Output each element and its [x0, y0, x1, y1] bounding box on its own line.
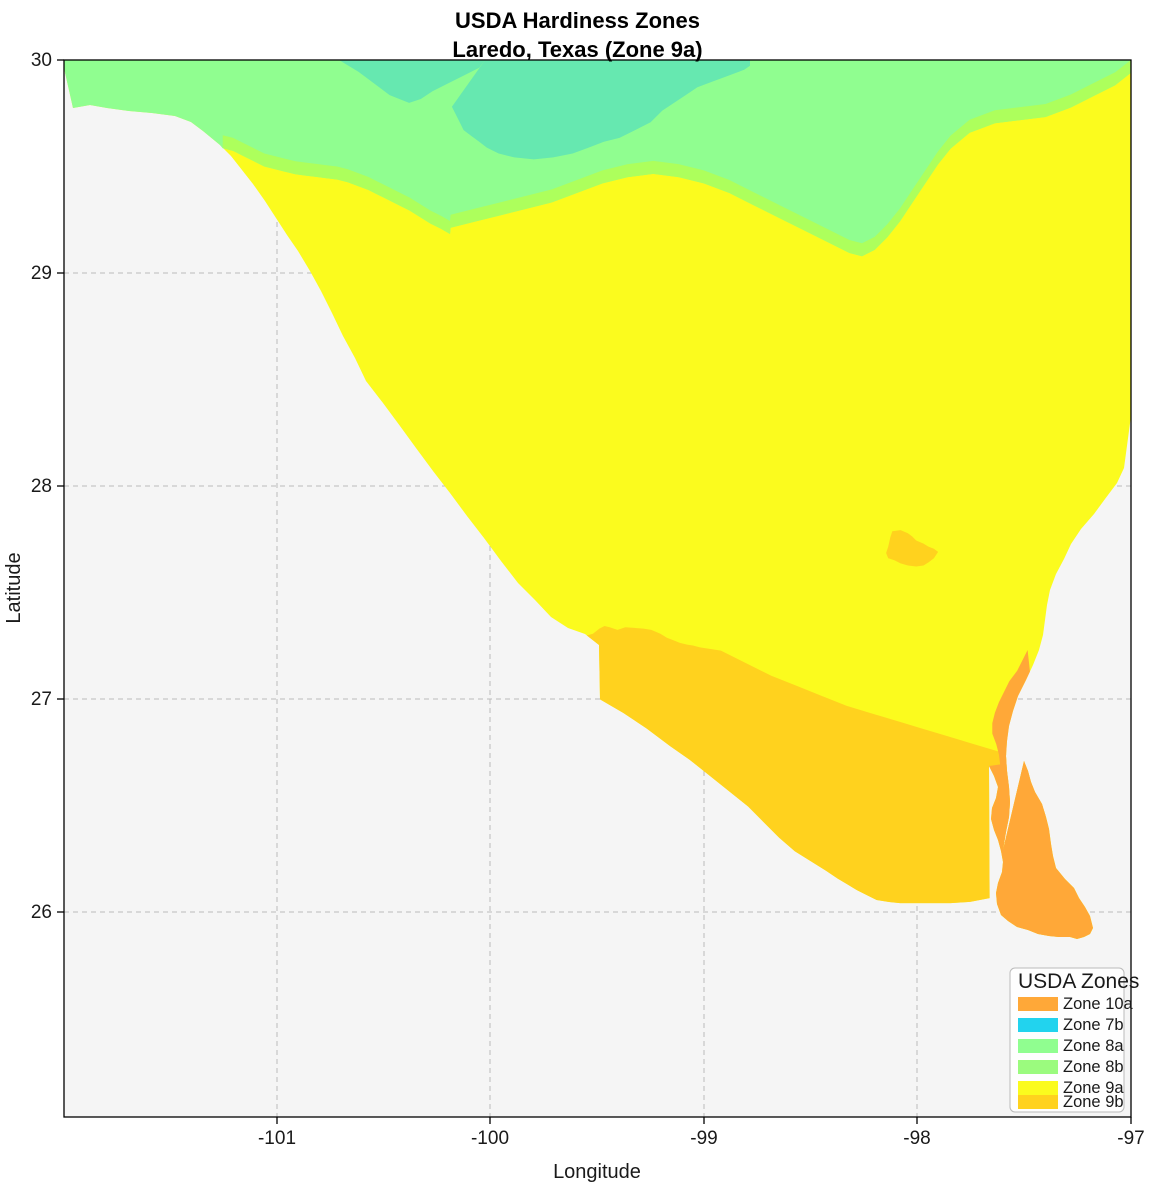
svg-text:-99: -99 [690, 1128, 717, 1149]
svg-text:Zone 9b: Zone 9b [1063, 1093, 1124, 1111]
svg-text:Latitude: Latitude [3, 552, 25, 623]
svg-text:26: 26 [31, 902, 52, 923]
svg-text:Longitude: Longitude [553, 1161, 641, 1183]
svg-text:27: 27 [31, 689, 52, 710]
svg-text:Zone 7b: Zone 7b [1063, 1016, 1124, 1034]
svg-text:Zone 8b: Zone 8b [1063, 1058, 1124, 1076]
svg-text:USDA Zones: USDA Zones [1018, 970, 1139, 993]
svg-text:Zone 8a: Zone 8a [1063, 1037, 1124, 1055]
svg-text:29: 29 [31, 263, 52, 284]
svg-text:28: 28 [31, 476, 52, 497]
svg-text:-101: -101 [258, 1128, 296, 1149]
svg-text:-100: -100 [471, 1128, 509, 1149]
svg-text:-98: -98 [903, 1128, 930, 1149]
svg-text:Zone 10a: Zone 10a [1063, 995, 1134, 1013]
svg-text:-97: -97 [1117, 1128, 1144, 1149]
